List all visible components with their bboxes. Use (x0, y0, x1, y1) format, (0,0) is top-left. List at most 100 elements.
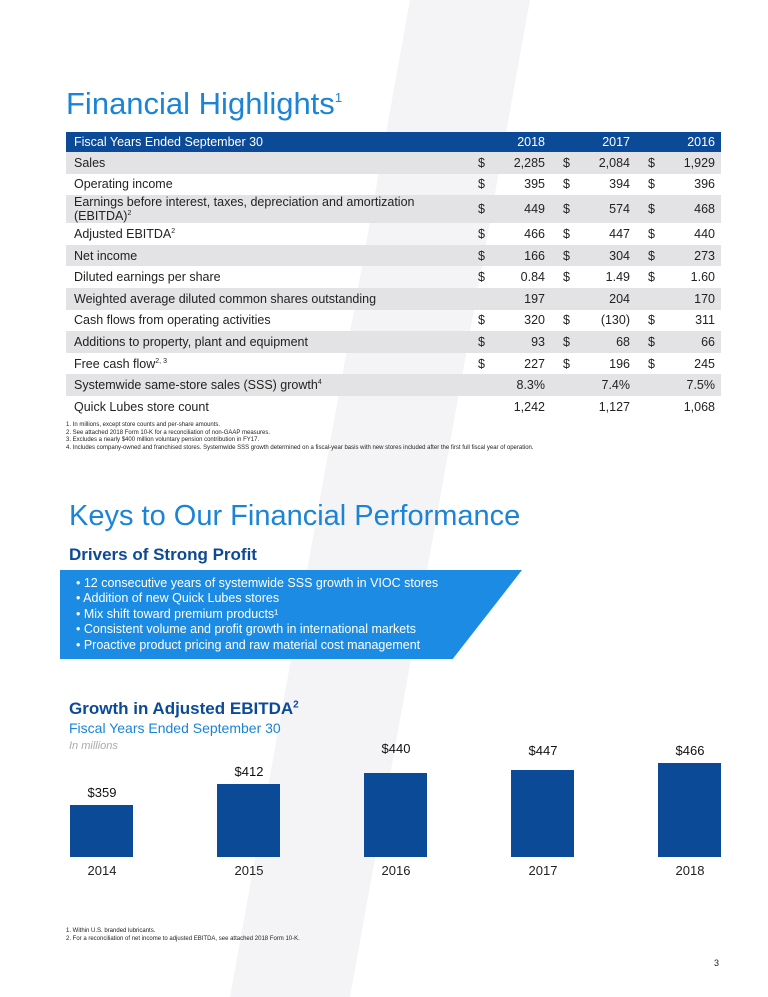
cell-value: $2,084 (551, 152, 636, 174)
cell-value: 1,127 (598, 399, 630, 414)
bar-2018 (658, 763, 721, 857)
row-label: Adjusted EBITDA2 (74, 226, 176, 241)
cell-value: $304 (551, 244, 636, 267)
cell-value: $394 (563, 177, 630, 192)
x-tick-label: 2015 (234, 863, 264, 878)
cell-value: 1,068 (683, 399, 715, 414)
table-footnotes: 1. In millions, except store counts and … (66, 422, 534, 452)
cell-value: $1.60 (648, 270, 715, 285)
cell-value: $1,929 (636, 152, 721, 174)
cell-value: 8.3% (466, 374, 551, 396)
cell-value: $320 (478, 313, 545, 328)
cell-value: 7.5% (636, 374, 721, 396)
driver-item: • Addition of new Quick Lubes stores (76, 591, 280, 606)
cell-value: $166 (466, 244, 551, 267)
chart-subtitle: Fiscal Years Ended September 30 (69, 720, 281, 736)
table-row: Cash flows from operating activities $320… (66, 310, 721, 332)
cell-value: $468 (636, 195, 721, 224)
cell-value: 204 (551, 287, 636, 310)
driver-item: • Mix shift toward premium products¹ (76, 606, 279, 621)
row-label: Free cash flow2, 3 (74, 356, 167, 371)
driver-item: • Consistent volume and profit growth in… (76, 622, 416, 637)
cell-value: $245 (648, 356, 715, 371)
cell-value: $2,285 (466, 152, 551, 174)
drivers-banner: • 12 consecutive years of systemwide SSS… (60, 570, 522, 659)
table-row: Earnings before interest, taxes, depreci… (66, 195, 721, 224)
x-tick-label: 2017 (528, 863, 558, 878)
cell-value: $93 (466, 331, 551, 353)
column-header: 2017 (551, 132, 636, 152)
row-label: Weighted average diluted common shares o… (66, 287, 466, 310)
column-header: 2018 (466, 132, 551, 152)
cell-value: $196 (563, 356, 630, 371)
x-tick-label: 2016 (381, 863, 411, 878)
row-label: Quick Lubes store count (74, 399, 209, 414)
cell-value: $440 (648, 226, 715, 241)
cell-value: $68 (551, 331, 636, 353)
cell-value: $396 (648, 177, 715, 192)
bar-2017 (511, 770, 574, 857)
data-label: $447 (528, 743, 558, 759)
page-title: Financial Highlights1 (66, 86, 343, 121)
table-row: Systemwide same-store sales (SSS) growth… (66, 374, 721, 396)
driver-item: • Proactive product pricing and raw mate… (76, 637, 421, 652)
x-tick-label: 2014 (87, 863, 117, 878)
chart-title: Growth in Adjusted EBITDA2 (69, 699, 299, 718)
row-label: Operating income (74, 177, 173, 192)
table-row: Free cash flow2, 3 $227 $196 $245 (66, 353, 721, 375)
cell-value: $66 (636, 331, 721, 353)
column-header: Fiscal Years Ended September 30 (66, 132, 466, 152)
table-row: Diluted earnings per share $0.84 $1.49 $1.6… (66, 266, 721, 288)
footnote: 2. For a reconciliation of net income to… (66, 935, 300, 942)
financial-highlights-table: Fiscal Years Ended September 30 2018 201… (66, 132, 721, 418)
data-label: $359 (87, 784, 117, 800)
row-label: Sales (66, 152, 466, 174)
section-title: Keys to Our Financial Performance (69, 500, 521, 532)
cell-value: $574 (551, 195, 636, 224)
column-header: 2016 (636, 132, 721, 152)
drivers-title: Drivers of Strong Profit (69, 545, 257, 564)
footnote: 1. Within U.S. branded lubricants. (66, 928, 156, 934)
table-row: Quick Lubes store count 1,242 1,127 1,068 (66, 396, 721, 418)
bar-2014 (70, 804, 133, 857)
bar-2015 (217, 784, 280, 857)
cell-value: $0.84 (478, 270, 545, 285)
row-label: Cash flows from operating activities (74, 313, 271, 328)
chart-footnotes: 1. Within U.S. branded lubricants. 2. For… (66, 928, 300, 943)
data-label: $440 (381, 741, 411, 757)
data-label: $466 (675, 743, 705, 758)
driver-item: • 12 consecutive years of systemwide SSS… (76, 576, 439, 590)
footnote: 2. See attached 2018 Form 10-K for a rec… (66, 429, 270, 436)
footnote: 3. Excludes a nearly $400 million volunt… (66, 437, 260, 444)
cell-value: $466 (478, 226, 545, 241)
row-label: Systemwide same-store sales (SSS) growth… (66, 374, 466, 396)
page-number: 3 (714, 958, 720, 968)
cell-value: 7.4% (551, 374, 636, 396)
cell-value: 170 (636, 287, 721, 310)
row-label: Net income (66, 244, 466, 267)
table-row: Net income $166 $304 $273 (66, 244, 721, 267)
cell-value: $311 (648, 313, 715, 328)
cell-value: 197 (466, 287, 551, 310)
footnote: 4. Includes company-owned and franchised… (66, 444, 534, 451)
cell-value: $227 (478, 356, 545, 371)
cell-value: $449 (466, 195, 551, 224)
table-row: Additions to property, plant and equipme… (66, 331, 721, 353)
row-label: Diluted earnings per share (74, 270, 221, 285)
cell-value: $447 (563, 226, 630, 241)
table-row: Operating income $395 $394 $396 (66, 174, 721, 196)
cell-value: $ (130) (563, 313, 630, 328)
cell-value: $273 (636, 244, 721, 267)
row-label: Additions to property, plant and equipme… (66, 331, 466, 353)
chart-unit: In millions (69, 740, 118, 752)
table-row: Adjusted EBITDA2 $466 $447 $440 (66, 223, 721, 245)
data-label: $412 (234, 764, 264, 780)
table-row: Weighted average diluted common shares o… (66, 287, 721, 310)
row-label: Earnings before interest, taxes, depreci… (66, 195, 466, 224)
cell-value: $1.49 (563, 270, 630, 285)
bar-2016 (364, 773, 427, 857)
table-row: Sales $2,285 $2,084 $1,929 (66, 152, 721, 174)
cell-value: $395 (478, 177, 545, 192)
cell-value: 1,242 (513, 399, 545, 414)
footnote: 1. In millions, except store counts and … (66, 422, 221, 428)
